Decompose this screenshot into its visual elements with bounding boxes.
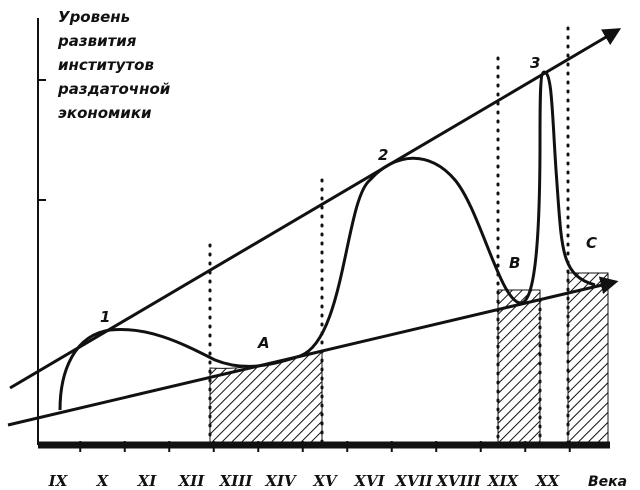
century-label-XIX: XIX — [487, 472, 520, 490]
century-label-XX: XX — [535, 472, 561, 490]
century-labels: IX X XI XII XIII XIV XV XVI XVII XVIII XIX XX — [48, 472, 561, 490]
point-label-B: B — [509, 254, 520, 272]
century-label-XIII: XIII — [219, 472, 254, 490]
hatch-region-B — [497, 289, 541, 446]
institutions-curve — [58, 70, 596, 411]
century-label-XII: XII — [178, 472, 206, 490]
century-label-XIV: XIV — [264, 472, 297, 490]
hatched-regions — [209, 272, 609, 446]
y-title-line-4: раздаточной — [57, 80, 171, 98]
upper-trend-line — [9, 28, 622, 390]
century-label-XVI: XVI — [353, 472, 385, 490]
point-label-1: 1 — [100, 308, 110, 326]
century-label-XI: XI — [137, 472, 158, 490]
y-title-line-3: институтов — [58, 56, 154, 74]
point-label-A: A — [257, 334, 270, 352]
dotted-verticals — [208, 26, 570, 447]
century-label-XV: XV — [312, 472, 338, 490]
lower-trend-line — [7, 276, 619, 427]
y-title-line-1: Уровень — [58, 8, 130, 26]
century-label-XVII: XVII — [394, 472, 433, 490]
x-axis-label: Века — [588, 474, 627, 490]
point-label-C: C — [586, 234, 597, 252]
x-axis-ticks — [79, 441, 571, 452]
century-label-IX: IX — [48, 472, 69, 490]
century-label-XVIII: XVIII — [435, 472, 481, 490]
century-label-X: X — [96, 472, 110, 490]
point-label-3: 3 — [530, 54, 540, 72]
y-title-line-5: экономики — [58, 104, 152, 122]
y-title-line-2: развития — [57, 32, 137, 50]
hatch-region-C — [567, 272, 609, 446]
y-axis-title: Уровень развития институтов раздаточной … — [57, 8, 176, 122]
point-label-2: 2 — [378, 146, 388, 164]
